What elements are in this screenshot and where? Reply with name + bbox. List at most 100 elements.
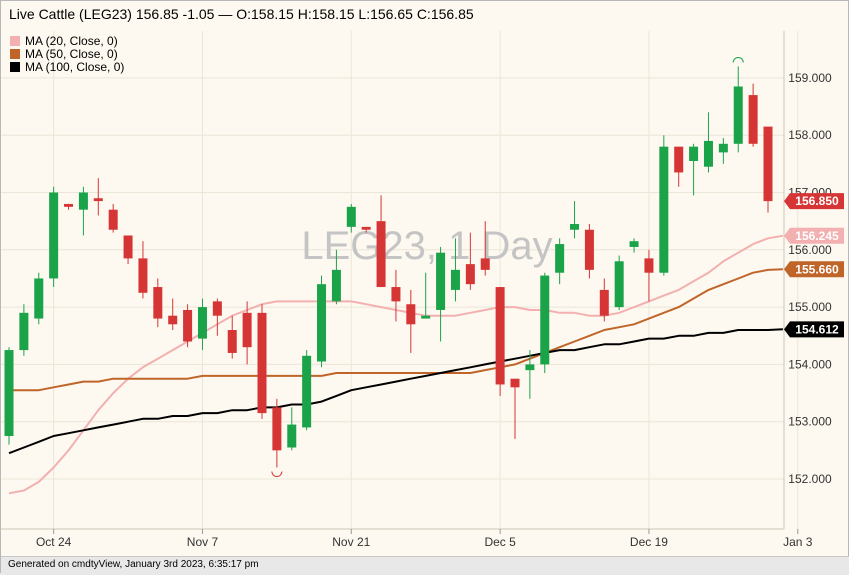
y-tick-label: 153.000 — [788, 415, 832, 429]
candle-body — [49, 192, 59, 279]
candle — [272, 398, 282, 468]
candle-body — [421, 315, 431, 319]
candle-body — [227, 330, 237, 353]
candle — [227, 315, 237, 359]
candle-body — [123, 235, 133, 259]
candle-body — [436, 252, 446, 310]
candlesticks — [4, 66, 773, 468]
price-badge-label: 156.245 — [795, 229, 839, 243]
candle — [644, 249, 654, 302]
candle — [197, 298, 207, 351]
candle — [540, 272, 550, 373]
x-tick-label: Oct 24 — [36, 535, 72, 549]
candle-body — [346, 206, 356, 227]
x-tick-label: Nov 7 — [187, 535, 219, 549]
y-tick-label: 158.000 — [788, 128, 832, 142]
candle — [584, 224, 594, 279]
candle-body — [361, 226, 371, 230]
ma-line-1 — [9, 268, 783, 392]
candle — [599, 278, 609, 322]
candle-body — [183, 309, 193, 342]
candle-body — [748, 95, 758, 144]
price-badges: 156.850 156.245 155.660 154.612 — [784, 193, 844, 338]
period-low-marker — [271, 471, 283, 477]
candle-body — [302, 355, 312, 428]
candle — [406, 289, 416, 353]
price-badge: 156.245 — [784, 227, 844, 244]
candle — [93, 178, 103, 216]
candle-body — [674, 146, 684, 173]
price-badge: 154.612 — [784, 321, 844, 338]
price-badge: 155.660 — [784, 261, 844, 278]
legend-item-ma100[interactable]: MA (100, Close, 0) — [10, 60, 124, 74]
legend-label-ma100: MA (100, Close, 0) — [25, 60, 124, 74]
y-axis: 152.000153.000154.000155.000156.000157.0… — [788, 71, 832, 486]
candle — [703, 112, 713, 173]
price-badge-label: 156.850 — [795, 194, 839, 208]
candle — [183, 304, 193, 348]
candle-body — [406, 304, 416, 325]
candle — [302, 350, 312, 431]
candle-body — [391, 287, 401, 302]
footer-generated-text: Generated on cmdtyView, January 3rd 2023… — [8, 559, 259, 570]
high-low-markers — [271, 57, 744, 477]
chart-legend: MA (20, Close, 0) MA (50, Close, 0) MA (… — [10, 34, 124, 74]
candle-body — [78, 192, 88, 210]
y-tick-label: 152.000 — [788, 472, 832, 486]
legend-item-ma20[interactable]: MA (20, Close, 0) — [10, 34, 118, 48]
candle-body — [510, 378, 520, 388]
candle — [19, 304, 29, 356]
price-badge-shape — [784, 227, 844, 244]
candle-body — [34, 278, 44, 319]
candle-body — [614, 261, 624, 308]
price-badge-label: 155.660 — [795, 262, 839, 276]
candle — [257, 304, 267, 419]
price-chart[interactable]: LEG23, 1 Day 152.000 153.000 154.000 155.00… — [1, 1, 849, 556]
candle-body — [257, 312, 267, 414]
candle-body — [93, 198, 103, 202]
candle-body — [703, 140, 713, 167]
candle — [718, 138, 728, 164]
x-tick-label: Jan 3 — [783, 535, 813, 549]
candle-body — [584, 229, 594, 270]
candle — [212, 298, 222, 336]
candle — [49, 186, 59, 288]
candle — [510, 378, 520, 439]
candle — [555, 238, 565, 285]
candle — [421, 272, 431, 319]
candle-body — [629, 241, 639, 247]
candle — [659, 135, 669, 276]
candle-body — [659, 146, 669, 273]
candle — [391, 269, 401, 322]
candle-body — [272, 407, 282, 451]
candle — [242, 301, 252, 365]
candle-body — [525, 364, 535, 371]
candle-body — [317, 284, 327, 362]
candle — [525, 350, 535, 399]
legend-item-ma50[interactable]: MA (50, Close, 0) — [10, 47, 118, 61]
candle — [376, 195, 386, 288]
chart-title: Live Cattle (LEG23) 156.85 -1.05 — O:158… — [9, 6, 474, 22]
candle — [674, 146, 684, 187]
candle — [108, 203, 118, 233]
candle — [629, 238, 639, 253]
ma-line-2 — [8, 328, 783, 455]
candle — [346, 203, 356, 233]
candle — [64, 203, 74, 210]
candle-body — [599, 289, 609, 316]
candle — [123, 235, 133, 265]
candle — [331, 249, 341, 305]
candle-body — [376, 221, 386, 288]
candle-body — [555, 244, 565, 273]
candle — [34, 272, 44, 325]
candle-body — [108, 209, 118, 230]
legend-label-ma50: MA (50, Close, 0) — [25, 47, 118, 61]
candle — [287, 407, 297, 451]
candle-body — [465, 264, 475, 285]
x-tick-label: Dec 5 — [484, 535, 516, 549]
candle-body — [64, 203, 74, 207]
candle-body — [197, 307, 207, 339]
x-axis: Oct 24 Nov 7 Nov 21 Dec 5 Dec 19 Jan 3 — [36, 529, 813, 549]
candle-body — [212, 301, 222, 316]
price-badge-shape — [784, 261, 844, 278]
